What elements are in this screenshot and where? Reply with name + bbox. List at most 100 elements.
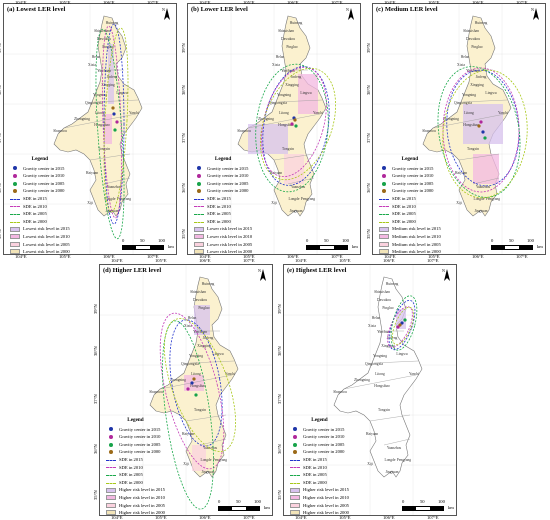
place-label: Jinfeng <box>291 75 302 79</box>
north-label: N <box>258 268 261 273</box>
scale-label: 0 <box>218 499 221 504</box>
legend-swatch-icon <box>290 487 300 493</box>
gravity-center <box>294 124 298 128</box>
risk-area <box>396 309 406 329</box>
place-label: Jingyuan <box>202 470 215 474</box>
place-label: Litong <box>191 372 201 376</box>
legend-label: SDE in 2000 <box>119 479 143 485</box>
lon-tick-label: 106°E <box>383 258 395 263</box>
place-label: Qingtongxia <box>365 362 383 366</box>
legend-item: Medium risk level in 2015 <box>379 225 441 233</box>
lat-tick-label: 35°N <box>277 490 282 500</box>
place-label: Shapotou <box>149 390 163 394</box>
legend-item: Gravity center in 2005 <box>290 441 349 449</box>
lon-tick-label: 105°E <box>59 254 71 259</box>
scale-label: 0 <box>491 238 494 243</box>
lon-tick-label: 106°E <box>199 258 211 263</box>
legend-label: SDE in 2000 <box>23 218 47 224</box>
north-arrow-icon: N <box>442 268 452 282</box>
sde-ellipse <box>162 320 214 510</box>
panel-title: (d) Higher LER level <box>103 267 162 274</box>
legend-dot-icon <box>293 434 297 439</box>
legend-swatch-icon <box>194 241 204 247</box>
county-border <box>462 99 508 103</box>
legend-label: Lower risk level in 2015 <box>207 226 253 232</box>
place-label: Xingqing <box>285 83 299 87</box>
county-border <box>159 374 233 390</box>
legend-line-icon <box>290 474 300 476</box>
risk-area <box>284 154 304 184</box>
legend-label: SDE in 2015 <box>23 195 47 201</box>
place-label: Xixia <box>184 324 192 328</box>
legend-label: Gravity center in 2000 <box>392 188 434 194</box>
lon-tick-label: 104°E <box>295 515 307 520</box>
place-label: Tongxin <box>194 408 206 412</box>
place-label: Yinchuan <box>377 330 391 334</box>
legend-label: Gravity center in 2010 <box>23 173 65 179</box>
place-label: Helan <box>188 316 197 320</box>
scale-label: 0 <box>306 238 309 243</box>
lon-tick-label: 107°E <box>516 0 528 5</box>
legend-line-icon <box>379 213 389 215</box>
lat-tick-label: 38°N <box>0 85 2 95</box>
place-label: Helan <box>372 316 381 320</box>
legend-dot-icon <box>382 173 386 178</box>
sde-ellipse <box>95 28 125 240</box>
sde-ellipse <box>259 67 337 181</box>
place-label: Zhongning <box>258 117 274 121</box>
sde-ellipse <box>103 23 125 225</box>
legend-item: SDE in 2015 <box>379 195 441 203</box>
legend-label: Gravity center in 2005 <box>119 441 161 447</box>
lon-tick-label: 104°E <box>199 254 211 259</box>
lon-tick-label: 104°E <box>15 254 27 259</box>
gravity-center <box>293 118 297 122</box>
legend-label: Gravity center in 2005 <box>303 441 345 447</box>
legend-label: Gravity center in 2005 <box>392 180 434 186</box>
legend-item: SDE in 2000 <box>379 218 441 226</box>
panel-title: (a) Lowest LER level <box>7 6 66 13</box>
legend-item: SDE in 2000 <box>106 479 165 487</box>
legend-item: Higher risk level in 2015 <box>290 486 349 494</box>
place-label: Pingluo <box>471 45 482 49</box>
place-label: Jinfeng <box>476 75 487 79</box>
place-label: Lingwu <box>300 91 311 95</box>
legend-label: Gravity center in 2000 <box>207 188 249 194</box>
place-label: Lingwu <box>116 91 127 95</box>
legend-swatch-icon <box>10 234 20 240</box>
place-label: Hongsibao <box>463 123 479 127</box>
legend-line-icon <box>290 482 300 484</box>
legend-label: Medium risk level in 2000 <box>392 249 441 255</box>
lon-tick-label: 105°E <box>339 515 351 520</box>
place-label: Shapotou <box>422 129 436 133</box>
place-label: Tongxin <box>467 147 479 151</box>
risk-area <box>473 154 499 184</box>
place-label: Lingwu <box>396 352 407 356</box>
map-canvas: Huinong Shizuishan Dawukou Pingluo Helan Xixi… <box>4 4 176 254</box>
place-label: Pingluo <box>382 306 393 310</box>
legend-title: Legend <box>214 156 232 162</box>
legend-swatch-icon <box>106 510 116 516</box>
place-label: Jingyuan <box>290 209 303 213</box>
county-border <box>369 414 411 422</box>
legend-item: SDE in 2010 <box>194 203 252 211</box>
north-label: N <box>442 268 445 273</box>
place-label: Yinchuan <box>193 330 207 334</box>
legend-line-icon <box>379 221 389 223</box>
legend-label: Higher risk level in 2010 <box>303 494 349 500</box>
place-label: Helan <box>276 55 285 59</box>
legend-item: Medium risk level in 2005 <box>379 241 441 249</box>
legend: Legend Gravity center in 2015 Gravity cent… <box>290 417 349 517</box>
place-label: Jingyuan <box>475 209 488 213</box>
place-label: Yongning <box>189 354 203 358</box>
county-border <box>277 99 323 103</box>
county-border <box>287 177 315 185</box>
legend-label: Gravity center in 2010 <box>392 173 434 179</box>
legend-swatch-icon <box>10 241 20 247</box>
gravity-center <box>112 112 116 116</box>
legend-item: Gravity center in 2015 <box>10 165 70 173</box>
legend-swatch-icon <box>379 241 389 247</box>
place-label: Qingtongxia <box>181 362 199 366</box>
region-outline <box>53 15 143 217</box>
county-border <box>373 360 419 364</box>
legend-item: SDE in 2000 <box>194 218 252 226</box>
